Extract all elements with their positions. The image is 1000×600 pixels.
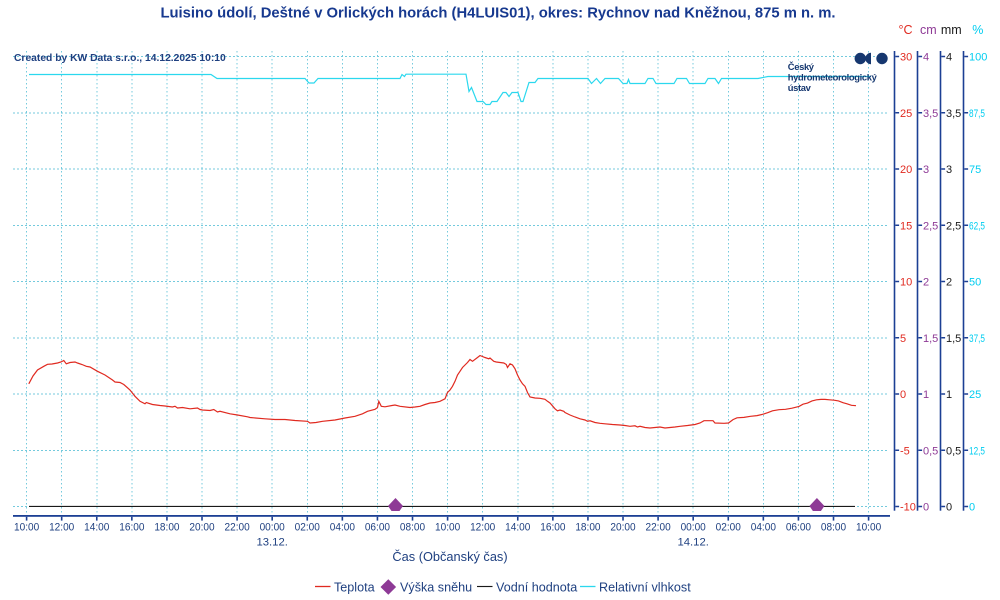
svg-text:100: 100 — [969, 52, 987, 64]
svg-text:30: 30 — [900, 52, 912, 64]
svg-text:3: 3 — [946, 164, 952, 176]
svg-text:0: 0 — [900, 389, 906, 401]
svg-text:-5: -5 — [900, 445, 910, 457]
svg-text:20: 20 — [900, 164, 912, 176]
svg-text:2,5: 2,5 — [923, 220, 938, 232]
svg-text:62,5: 62,5 — [969, 220, 985, 232]
svg-text:Výška sněhu: Výška sněhu — [400, 580, 472, 594]
svg-text:04:00: 04:00 — [330, 522, 355, 534]
svg-text:hydrometeorologický: hydrometeorologický — [788, 72, 878, 83]
svg-text:08:00: 08:00 — [821, 522, 846, 534]
svg-text:25: 25 — [900, 108, 912, 120]
svg-text:Teplota: Teplota — [334, 580, 375, 594]
svg-text:3,5: 3,5 — [923, 108, 938, 120]
svg-text:2,5: 2,5 — [946, 220, 961, 232]
svg-text:-10: -10 — [900, 502, 916, 514]
svg-text:22:00: 22:00 — [645, 522, 670, 534]
svg-text:12:00: 12:00 — [470, 522, 495, 534]
svg-text:5: 5 — [900, 333, 906, 345]
svg-text:1: 1 — [946, 389, 952, 401]
svg-text:50: 50 — [969, 277, 981, 289]
svg-text:12:00: 12:00 — [49, 522, 74, 534]
svg-text:1: 1 — [923, 389, 929, 401]
svg-text:2: 2 — [946, 277, 952, 289]
svg-text:Created by KW Data s.r.o., 14.: Created by KW Data s.r.o., 14.12.2025 10… — [14, 53, 226, 64]
svg-text:4: 4 — [923, 52, 929, 64]
svg-text:Luisino údolí, Deštné v Orlick: Luisino údolí, Deštné v Orlických horách… — [160, 6, 835, 22]
svg-text:20:00: 20:00 — [189, 522, 214, 534]
svg-text:18:00: 18:00 — [575, 522, 600, 534]
svg-text:20:00: 20:00 — [610, 522, 635, 534]
svg-text:2: 2 — [923, 277, 929, 289]
svg-text:06:00: 06:00 — [786, 522, 811, 534]
svg-text:Český: Český — [788, 61, 815, 72]
svg-text:37,5: 37,5 — [969, 333, 985, 345]
svg-text:02:00: 02:00 — [295, 522, 320, 534]
svg-text:08:00: 08:00 — [400, 522, 425, 534]
svg-text:Vodní hodnota: Vodní hodnota — [496, 580, 577, 594]
svg-text:10:00: 10:00 — [856, 522, 881, 534]
svg-text:1,5: 1,5 — [923, 333, 938, 345]
svg-text:16:00: 16:00 — [119, 522, 144, 534]
svg-text:75: 75 — [969, 164, 981, 176]
svg-text:1,5: 1,5 — [946, 333, 961, 345]
svg-text:15: 15 — [900, 220, 912, 232]
svg-text:22:00: 22:00 — [225, 522, 250, 534]
svg-text:ústav: ústav — [788, 82, 812, 93]
svg-text:16:00: 16:00 — [540, 522, 565, 534]
svg-text:10:00: 10:00 — [14, 522, 39, 534]
svg-text:10: 10 — [900, 277, 912, 289]
svg-text:°C: °C — [898, 23, 912, 37]
svg-text:04:00: 04:00 — [751, 522, 776, 534]
svg-text:02:00: 02:00 — [716, 522, 741, 534]
svg-text:18:00: 18:00 — [154, 522, 179, 534]
svg-text:3: 3 — [923, 164, 929, 176]
svg-text:Relativní vlhkost: Relativní vlhkost — [599, 580, 691, 594]
svg-text:00:00: 00:00 — [260, 522, 285, 534]
svg-text:Čas (Občanský čas): Čas (Občanský čas) — [392, 549, 507, 564]
svg-text:cm: cm — [920, 23, 937, 37]
svg-text:13.12.: 13.12. — [256, 537, 287, 549]
svg-text:10:00: 10:00 — [435, 522, 460, 534]
svg-text:3,5: 3,5 — [946, 108, 961, 120]
svg-text:12,5: 12,5 — [969, 445, 985, 457]
svg-text:0: 0 — [946, 502, 952, 514]
svg-text:14.12.: 14.12. — [677, 537, 708, 549]
svg-text:14:00: 14:00 — [505, 522, 530, 534]
svg-text:14:00: 14:00 — [84, 522, 109, 534]
svg-text:0: 0 — [969, 502, 975, 514]
svg-text:00:00: 00:00 — [681, 522, 706, 534]
svg-text:mm: mm — [941, 23, 962, 37]
svg-text:0,5: 0,5 — [923, 445, 938, 457]
svg-text:0: 0 — [923, 502, 929, 514]
svg-text:87,5: 87,5 — [969, 108, 985, 120]
svg-text:4: 4 — [946, 52, 952, 64]
svg-text:06:00: 06:00 — [365, 522, 390, 534]
svg-text:%: % — [972, 23, 983, 37]
svg-text:25: 25 — [969, 389, 981, 401]
svg-text:0,5: 0,5 — [946, 445, 961, 457]
